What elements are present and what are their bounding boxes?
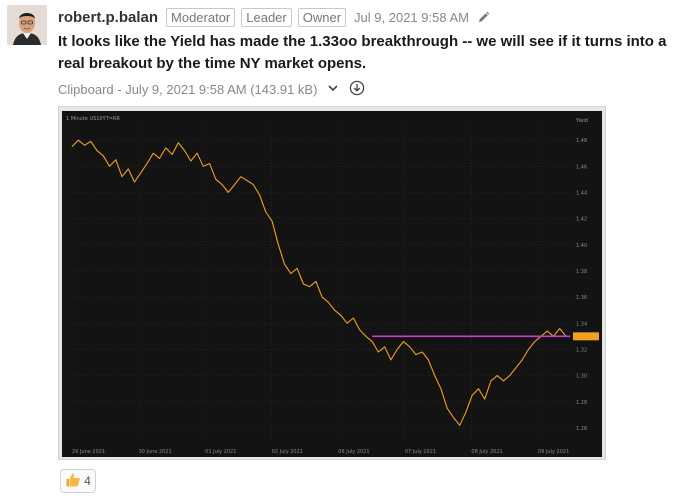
x-tick-label: 30 June 2021 — [139, 449, 172, 455]
y-tick-label: 1.26 — [576, 426, 587, 432]
chevron-down-icon[interactable] — [327, 82, 339, 97]
y-tick-label: 1.30 — [576, 374, 587, 380]
y-tick-label: 1.32 — [576, 347, 587, 353]
download-circle-icon[interactable] — [349, 80, 365, 99]
y-tick-label: 1.40 — [576, 243, 587, 249]
yield-chart: 1 Minute US10YT=RR 1.26 1.28 1.30 1.32 1.34 1.… — [62, 111, 602, 457]
y-tick-label: 1.42 — [576, 217, 587, 223]
x-tick-label: 06 July 2021 — [338, 449, 369, 455]
y-tick-label: 1.28 — [576, 400, 587, 406]
y-tick-label: 1.46 — [576, 164, 587, 170]
y-tick-label: 1.44 — [576, 190, 587, 196]
reaction-count: 4 — [84, 474, 91, 488]
y-tick-label: 1.38 — [576, 269, 587, 275]
x-tick-label: 08 July 2021 — [471, 449, 502, 455]
x-tick-label: 29 June 2021 — [72, 449, 105, 455]
x-tick-label: 01 July 2021 — [205, 449, 236, 455]
role-badge-owner: Owner — [297, 7, 347, 27]
thumbs-up-icon — [65, 472, 81, 491]
role-badge-leader: Leader — [241, 7, 292, 27]
chart-background — [62, 111, 602, 457]
chart-image-attachment[interactable]: 1 Minute US10YT=RR 1.26 1.28 1.30 1.32 1.34 1.… — [58, 106, 606, 460]
pencil-icon[interactable] — [477, 11, 490, 24]
y-tick-label: 1.34 — [576, 321, 587, 327]
attachment-meta: Clipboard - July 9, 2021 9:58 AM (143.91… — [58, 80, 365, 98]
x-tick-label: 02 July 2021 — [272, 449, 303, 455]
post-header: robert.p.balan Moderator Leader Owner Ju… — [58, 7, 490, 27]
yield-series-line — [71, 139, 567, 426]
last-value-marker — [573, 332, 599, 341]
post-message: It looks like the Yield has made the 1.3… — [58, 33, 667, 72]
x-tick-label: 09 July 2021 — [538, 449, 569, 455]
post-timestamp: Jul 9, 2021 9:58 AM — [354, 9, 469, 25]
y-axis-label: Yield — [575, 118, 588, 124]
chart-title: 1 Minute US10YT=RR — [66, 116, 120, 122]
y-tick-label: 1.36 — [576, 295, 587, 301]
role-badge-moderator: Moderator — [166, 7, 236, 27]
y-tick-label: 1.48 — [576, 138, 587, 144]
reaction-thumbs-up-button[interactable]: 4 — [60, 469, 96, 493]
author-name[interactable]: robert.p.balan — [58, 8, 159, 26]
avatar[interactable] — [7, 5, 47, 45]
attachment-info: Clipboard - July 9, 2021 9:58 AM (143.91… — [58, 81, 318, 97]
x-tick-label: 07 July 2021 — [405, 449, 436, 455]
